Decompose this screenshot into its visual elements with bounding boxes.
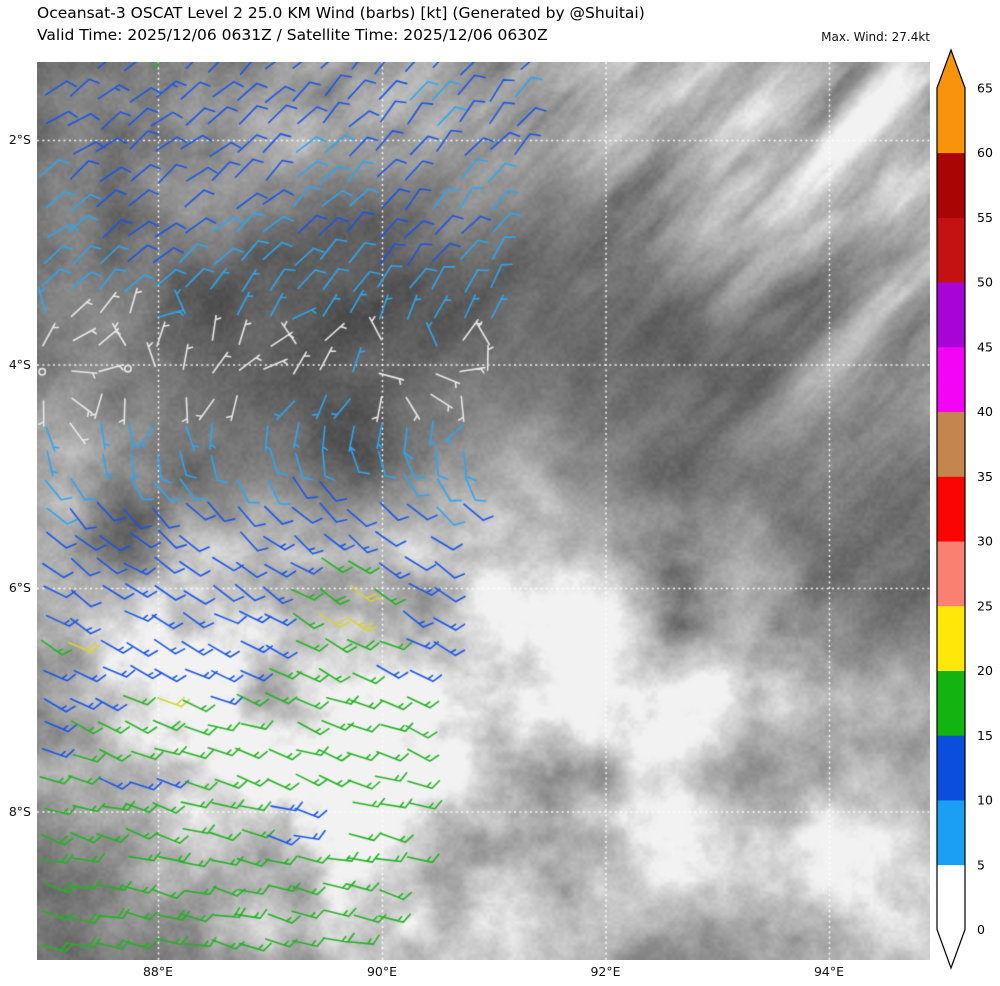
latitude-axis: 2°S 4°S 6°S 8°S [0, 62, 31, 960]
colorbar-tick-label: 60 [977, 145, 993, 160]
plot-title: Oceansat-3 OSCAT Level 2 25.0 KM Wind (b… [37, 4, 645, 22]
lon-tick-label: 94°E [813, 964, 845, 979]
lat-tick-label: 6°S [8, 580, 31, 595]
colorbar-segment [937, 476, 965, 542]
lat-tick-label: 8°S [8, 803, 31, 819]
longitude-axis: 88°E 90°E 92°E 94°E [37, 962, 930, 982]
colorbar-segment [937, 88, 965, 154]
colorbar-tick-label: 40 [977, 404, 993, 419]
colorbar-tick-label: 25 [977, 598, 993, 613]
colorbar-segment [937, 864, 965, 930]
colorbar-segment [937, 605, 965, 671]
plot-subtitle: Valid Time: 2025/12/06 0631Z / Satellite… [37, 26, 548, 44]
lat-tick-label: 4°S [8, 356, 31, 372]
colorbar-tick-label: 15 [977, 728, 993, 743]
colorbar-tick-label: 30 [977, 534, 993, 549]
max-wind-label: Max. Wind: 27.4kt [821, 30, 930, 44]
colorbar-tick-label: 35 [977, 469, 993, 484]
colorbar-segment [937, 346, 965, 413]
colorbar-outline [936, 48, 966, 970]
colorbar-tick-label: 55 [977, 210, 993, 225]
colorbar-tick-label: 10 [977, 793, 993, 808]
colorbar-over-arrow [937, 50, 965, 88]
colorbar-tick-label: 20 [977, 663, 993, 678]
colorbar-tick-label: 5 [977, 857, 985, 872]
lon-tick-label: 88°E [142, 964, 174, 979]
wind-speed-colorbar: 0 5 10 15 20 25 30 35 40 45 50 55 60 65 [936, 48, 993, 970]
lon-tick-label: 92°E [590, 964, 621, 979]
colorbar-segment [937, 800, 965, 866]
colorbar-segment [937, 217, 965, 283]
colorbar-segment [937, 541, 965, 607]
colorbar-tick-label: 50 [977, 275, 993, 290]
colorbar-segment [937, 670, 965, 736]
colorbar-tick-label: 45 [977, 339, 993, 354]
colorbar-tick-label: 0 [977, 922, 985, 937]
colorbar-segment [937, 735, 965, 801]
lat-tick-label: 2°S [8, 132, 31, 147]
colorbar-segment [937, 282, 965, 348]
colorbar-tick-label: 65 [977, 81, 993, 96]
map-plot-area [37, 62, 930, 960]
colorbar-segment [937, 411, 965, 477]
colorbar-segment [937, 152, 965, 218]
lon-tick-label: 90°E [366, 964, 398, 979]
colorbar-under-arrow [937, 929, 965, 968]
satellite-wind-barb-canvas [37, 62, 930, 960]
